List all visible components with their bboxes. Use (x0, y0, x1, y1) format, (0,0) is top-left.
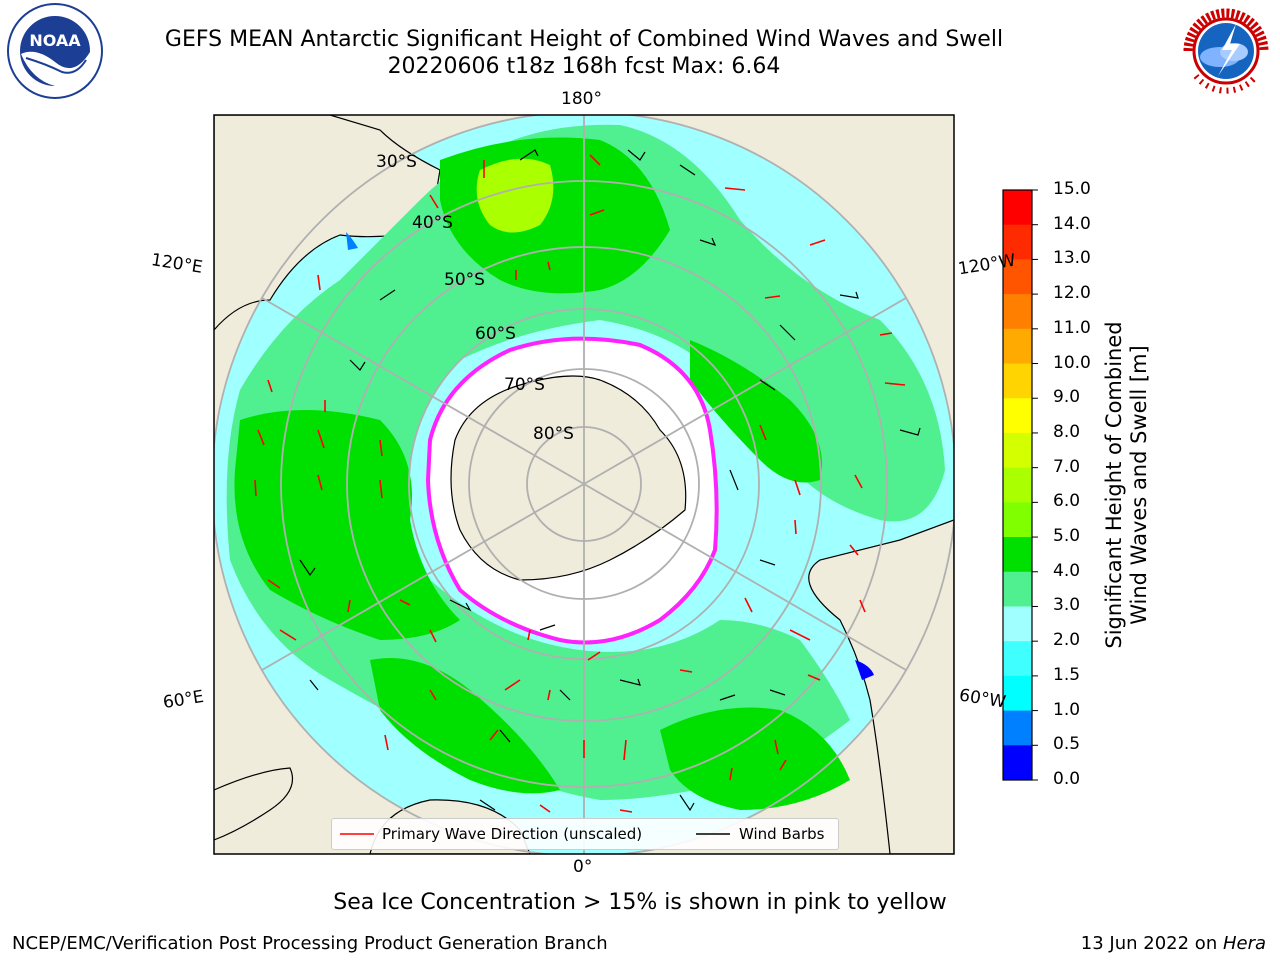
footer-host: Hera (1222, 933, 1266, 954)
colorbar-segment (1003, 467, 1032, 503)
map-frame (213, 114, 955, 855)
colorbar-tick-label: 14.0 (1053, 213, 1091, 234)
wind-barbs (299, 149, 921, 812)
colorbar-segment (1003, 606, 1032, 642)
map-legend: Primary Wave Direction (unscaled) Wind B… (331, 818, 839, 850)
wind-barb-swatch (696, 833, 730, 835)
graticule (214, 115, 954, 854)
wave-direction-swatch (340, 833, 374, 835)
colorbar-tick-label: 9.0 (1053, 387, 1081, 408)
colorbar-tick-label: 12.0 (1053, 283, 1091, 304)
lon-label-180: 180° (561, 89, 602, 109)
colorbar-tick-label: 0.0 (1053, 769, 1081, 789)
lat-label-60s: 60°S (475, 324, 516, 344)
colorbar-tick-label: 10.0 (1053, 352, 1091, 373)
colorbar-segment (1003, 398, 1032, 434)
colorbar-segment (1003, 710, 1032, 746)
colorbar-title: Significant Height of Combined Wind Waves… (1102, 285, 1152, 685)
lat-label-70s: 70°S (504, 375, 545, 395)
colorbar-tick-label: 3.0 (1053, 595, 1081, 616)
south-america-land (808, 519, 954, 854)
footer-date: 13 Jun 2022 on Hera (1081, 933, 1266, 954)
lat-label-50s: 50°S (444, 270, 485, 290)
africa-land (214, 767, 294, 841)
wave-zone-5to6m (476, 158, 554, 233)
colorbar (1002, 189, 1038, 781)
colorbar-segment (1003, 641, 1032, 677)
australia-land (214, 115, 441, 331)
colorbar-segment (1003, 432, 1032, 469)
lon-label-0: 0° (573, 857, 593, 877)
colorbar-tick-label: 13.0 (1053, 248, 1091, 269)
legend-wind-barbs: Wind Barbs (739, 825, 825, 843)
colorbar-tick-label: 4.0 (1053, 560, 1081, 581)
colorbar-title-line2: Wind Waves and Swell [m] (1127, 345, 1151, 625)
antarctica-land (450, 375, 687, 581)
colorbar-segment (1003, 363, 1032, 399)
colorbar-segment (1003, 571, 1032, 607)
chart-subtitle-forecast: 20220606 t18z 168h fcst Max: 6.64 (387, 54, 781, 79)
colorbar-tick-label: 1.5 (1053, 664, 1081, 685)
noaa-logo: NOAA (7, 3, 103, 99)
colorbar-segment (1003, 294, 1032, 330)
colorbar-segment (1003, 502, 1032, 538)
shallow-water-patch (855, 660, 874, 680)
shallow-water-patch (346, 232, 358, 250)
colorbar-segment (1003, 328, 1032, 365)
colorbar-segment (1003, 537, 1032, 573)
wave-zone-4to5m-south (370, 658, 560, 794)
colorbar-tick-label: 1.0 (1053, 699, 1081, 720)
colorbar-title-line1: Significant Height of Combined (1102, 321, 1126, 649)
colorbar-segment (1003, 259, 1032, 295)
svg-text:NOAA: NOAA (29, 31, 81, 50)
footer-date-text: 13 Jun 2022 on (1080, 933, 1223, 954)
lat-label-30s: 30°S (376, 152, 417, 172)
chart-title: GEFS MEAN Antarctic Significant Height o… (164, 27, 1004, 52)
colorbar-segment (1003, 190, 1032, 226)
colorbar-tick-label: 5.0 (1053, 526, 1081, 547)
colorbar-tick-label: 8.0 (1053, 421, 1081, 442)
wave-direction-arrows (254, 154, 906, 813)
colorbar-segment (1003, 224, 1032, 260)
colorbar-segment (1003, 745, 1032, 781)
colorbar-tick-label: 2.0 (1053, 630, 1081, 651)
lat-label-80s: 80°S (533, 424, 574, 444)
colorbar-frame (1002, 189, 1033, 781)
legend-wave-direction: Primary Wave Direction (unscaled) (382, 825, 643, 843)
nws-logo (1180, 5, 1272, 97)
wave-zone-4to5m-east (690, 340, 822, 483)
colorbar-segment (1003, 675, 1032, 712)
sea-ice-note: Sea Ice Concentration > 15% is shown in … (333, 890, 947, 915)
colorbar-tick-label: 15.0 (1053, 179, 1091, 199)
lat-label-40s: 40°S (412, 213, 453, 233)
wave-zone-4to5m-west (234, 410, 460, 640)
colorbar-tick-label: 11.0 (1053, 317, 1091, 338)
colorbar-tick-label: 0.5 (1053, 734, 1081, 755)
colorbar-tick-label: 6.0 (1053, 491, 1081, 512)
footer-credit: NCEP/EMC/Verification Post Processing Pr… (12, 933, 608, 954)
colorbar-tick-label: 7.0 (1053, 456, 1081, 477)
